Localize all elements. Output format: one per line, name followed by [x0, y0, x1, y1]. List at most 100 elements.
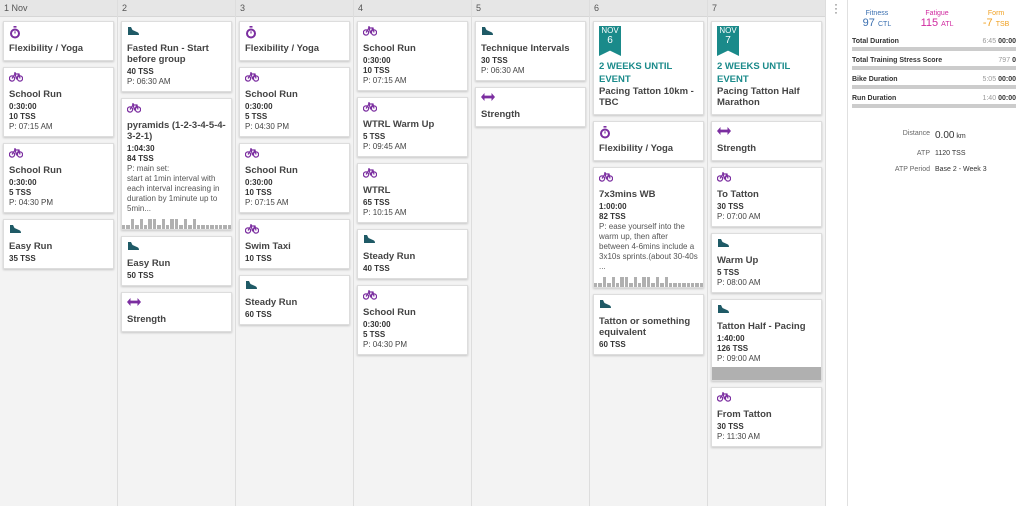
metric: Fatigue 115 ATL — [921, 10, 954, 29]
graph-bar — [192, 219, 196, 229]
sport-icon — [363, 234, 462, 248]
workout-tss: 5 TSS — [717, 268, 740, 277]
workout-card[interactable]: Tatton Half - Pacing 1:40:00 126 TSS P: 09:… — [711, 299, 822, 381]
sport-icon — [362, 290, 462, 304]
metric-value: -7 TSB — [983, 17, 1009, 29]
sport-icon — [717, 304, 816, 318]
workout-card[interactable]: Strength — [121, 292, 232, 332]
badge-month: NOV — [719, 26, 737, 35]
workout-time: P: 07:15 AM — [245, 198, 289, 207]
workout-title: Easy Run — [127, 258, 171, 269]
day-cards: Technique Intervals 30 TSS P: 06:30 AM Stre… — [472, 17, 589, 127]
row-bar — [852, 66, 1016, 70]
workout-card[interactable]: Fasted Run - Start before group 40 TSS P: … — [121, 21, 232, 92]
event-badge: NOV 6 — [599, 26, 621, 56]
workout-card[interactable]: 7x3mins WB 1:00:00 82 TSS P: ease yourself … — [593, 167, 704, 288]
sport-icon — [244, 224, 344, 238]
sport-icon — [599, 299, 698, 313]
workout-card[interactable]: WTRL Warm Up 5 TSS P: 09:45 AM — [357, 97, 468, 157]
workout-card[interactable]: School Run 0:30:00 5 TSS P: 04:30 PM — [3, 143, 114, 213]
workout-card[interactable]: Technique Intervals 30 TSS P: 06:30 AM — [475, 21, 586, 81]
graph-bar — [651, 283, 655, 287]
graph-bar — [161, 219, 166, 229]
workout-card[interactable]: NOV 7 2 WEEKS UNTIL EVENT Pacing Tatton Hal… — [711, 21, 822, 115]
metric-value: 97 CTL — [863, 17, 892, 29]
workout-title: Strength — [481, 109, 521, 120]
workout-card[interactable]: Easy Run 35 TSS — [3, 219, 114, 269]
workout-card[interactable]: Flexibility / Yoga — [3, 21, 114, 61]
workout-card[interactable]: School Run 0:30:00 5 TSS P: 04:30 PM — [239, 67, 350, 137]
workout-tss: 10 TSS — [9, 112, 36, 121]
workout-card[interactable]: Easy Run 50 TSS — [121, 236, 232, 286]
sport-icon — [244, 148, 344, 162]
sport-icon — [481, 92, 580, 106]
workout-card[interactable]: School Run 0:30:00 5 TSS P: 04:30 PM — [357, 285, 468, 355]
workout-title: Steady Run — [245, 297, 298, 308]
workout-duration: 0:30:00 — [9, 178, 37, 187]
metric-number: 115 — [920, 17, 939, 29]
event-badge: NOV 7 — [717, 26, 739, 56]
day-header: 7 — [708, 0, 825, 17]
day-column: 2 Fasted Run - Start before group 40 TSS P:… — [118, 0, 236, 506]
workout-time: P: 07:15 AM — [9, 122, 53, 131]
workout-time: P: 06:30 AM — [481, 66, 525, 75]
workout-card[interactable]: Strength — [475, 87, 586, 127]
metric: Form -7 TSB — [983, 10, 1009, 29]
graph-bar — [660, 283, 664, 287]
workout-card[interactable]: School Run 0:30:00 10 TSS P: 07:15 AM — [357, 21, 468, 91]
menu-dots[interactable]: · · · — [834, 0, 838, 19]
workout-duration: 0:30:00 — [363, 320, 391, 329]
workout-card[interactable]: School Run 0:30:00 10 TSS P: 07:15 AM — [3, 67, 114, 137]
graph-bar — [135, 225, 139, 229]
workout-title: To Tatton — [717, 189, 759, 200]
workout-tss: 50 TSS — [127, 271, 154, 280]
workout-card[interactable]: Flexibility / Yoga — [239, 21, 350, 61]
kv-label: Distance — [902, 130, 930, 137]
graph-bar — [642, 277, 646, 287]
metric-unit: ATL — [941, 21, 954, 28]
workout-card[interactable]: School Run 0:30:00 10 TSS P: 07:15 AM — [239, 143, 350, 213]
sport-icon — [598, 172, 698, 186]
workout-duration: 1:04:30 — [127, 144, 155, 153]
workout-card[interactable]: Tatton or something equivalent 60 TSS — [593, 294, 704, 355]
workout-card[interactable]: Warm Up 5 TSS P: 08:00 AM — [711, 233, 822, 293]
workout-card[interactable]: pyramids (1-2-3-4-5-4-3-2-1) 1:04:30 84 TS… — [121, 98, 232, 230]
summary-kv: Distance 0.00 km — [848, 130, 1023, 141]
day-header: 1 Nov — [0, 0, 117, 17]
graph-bar — [152, 219, 157, 229]
workout-tss: 126 TSS — [717, 344, 749, 353]
sport-icon — [8, 148, 108, 162]
workout-card[interactable]: From Tatton 30 TSS P: 11:30 AM — [711, 387, 822, 447]
workout-note: P: ease yourself into the warm up, then … — [599, 222, 698, 271]
workout-card[interactable]: Swim Taxi 10 TSS — [239, 219, 350, 269]
day-column: 7 NOV 7 2 WEEKS UNTIL EVENT Pacing Tatton Ha… — [708, 0, 826, 506]
sport-icon — [362, 26, 462, 40]
workout-title: School Run — [363, 43, 416, 54]
graph-bar — [130, 219, 135, 229]
workout-card[interactable]: Steady Run 60 TSS — [239, 275, 350, 325]
workout-card[interactable]: Steady Run 40 TSS — [357, 229, 468, 279]
row-planned: 6:45 — [982, 38, 997, 45]
event-countdown: 2 WEEKS UNTIL EVENT — [717, 61, 791, 85]
sport-icon — [9, 26, 108, 40]
badge-day: 6 — [607, 35, 613, 46]
day-cards: NOV 7 2 WEEKS UNTIL EVENT Pacing Tatton Hal… — [708, 17, 825, 447]
graph-bar — [695, 283, 699, 287]
sport-icon — [127, 241, 226, 255]
workout-card[interactable]: WTRL 65 TSS P: 10:15 AM — [357, 163, 468, 223]
summary-kv: ATP 1120 TSS — [848, 150, 1023, 157]
event-countdown: 2 WEEKS UNTIL EVENT — [599, 61, 673, 85]
row-bar — [852, 85, 1016, 89]
graph-bar — [126, 225, 130, 229]
workout-card[interactable]: Flexibility / Yoga — [593, 121, 704, 161]
workout-card[interactable]: Strength — [711, 121, 822, 161]
workout-card[interactable]: To Tatton 30 TSS P: 07:00 AM — [711, 167, 822, 227]
row-planned: 5:05 — [982, 76, 997, 83]
graph-bar — [157, 225, 161, 229]
graph-bar — [620, 277, 624, 287]
workout-graph — [122, 217, 232, 229]
row-values: 797 0 — [998, 57, 1016, 64]
graph-bar — [594, 283, 598, 287]
workout-tss: 40 TSS — [363, 264, 390, 273]
workout-card[interactable]: NOV 6 2 WEEKS UNTIL EVENT Pacing Tatton 10k… — [593, 21, 704, 115]
